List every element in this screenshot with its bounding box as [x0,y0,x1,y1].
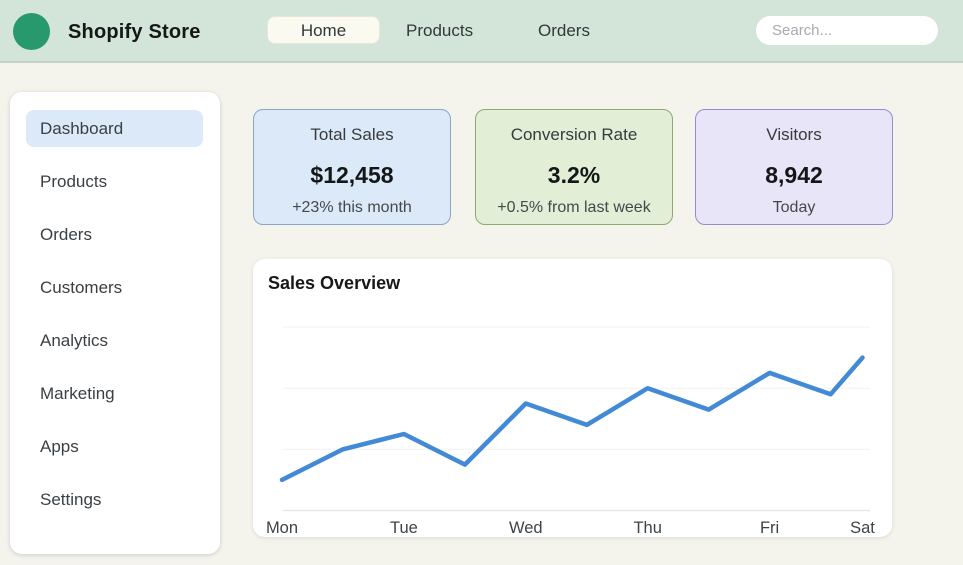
sidebar-item-marketing[interactable]: Marketing [40,384,115,403]
nav-products[interactable]: Products [406,21,474,40]
x-tick-label: Thu [633,519,661,537]
sidebar-item-customers[interactable]: Customers [40,278,123,297]
sidebar-item-dashboard[interactable]: Dashboard [26,110,203,147]
x-tick-label: Wed [509,519,543,537]
store-logo-icon [13,13,50,50]
sidebar-item-apps[interactable]: Apps [40,437,79,456]
stat-value: $12,458 [310,162,394,188]
x-tick-label: Sat [850,519,875,537]
store-title: Shopify Store [68,21,201,43]
x-tick-label: Mon [266,519,298,537]
stat-card-visitors: Visitors 8,942 Today [695,109,893,225]
stat-card-total-sales: Total Sales $12,458 +23% this month [253,109,451,225]
search-input[interactable] [756,16,938,45]
stat-title: Visitors [766,125,822,144]
sales-line-series [279,355,865,483]
sidebar-item-products[interactable]: Products [40,172,108,191]
stat-title: Total Sales [310,125,394,144]
nav-home[interactable]: Home [267,16,380,44]
stat-subtitle: +23% this month [292,199,412,216]
stat-value: 8,942 [765,162,823,188]
stat-title: Conversion Rate [510,125,638,144]
sidebar-item-settings[interactable]: Settings [40,490,102,509]
sales-chart-svg: Mon Tue Wed Thu Fri Sat [266,326,875,537]
x-tick-label: Fri [760,519,779,537]
stat-subtitle: Today [772,199,816,216]
sales-overview-card: Sales Overview Mon Tue Wed Thu Fri Sat [253,259,892,537]
top-header: Shopify Store Home Products Orders [0,0,963,63]
nav-orders[interactable]: Orders [538,21,590,40]
sidebar-item-orders[interactable]: Orders [40,225,92,244]
sidebar: Dashboard Products Orders Customers Anal… [10,92,220,554]
stat-card-conversion-rate: Conversion Rate 3.2% +0.5% from last wee… [475,109,673,225]
x-tick-label: Tue [390,519,418,537]
stat-subtitle: +0.5% from last week [497,199,651,216]
sidebar-item-analytics[interactable]: Analytics [40,331,109,350]
stat-value: 3.2% [547,162,601,188]
chart-title: Sales Overview [268,273,401,293]
